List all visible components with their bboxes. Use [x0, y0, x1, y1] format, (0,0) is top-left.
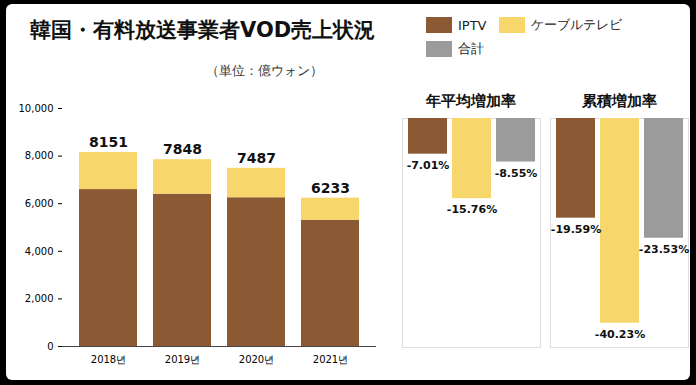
svg-text:-23.53%: -23.53%	[639, 243, 689, 256]
html-text:累積増加率: 累積増加率	[581, 92, 657, 110]
svg-text:10,000: 10,000	[19, 103, 54, 114]
html-text:（単位：億ウォン）: （単位：億ウォン）	[206, 63, 323, 78]
svg-text:8151: 8151	[89, 134, 128, 150]
svg-text:0: 0	[47, 341, 53, 352]
svg-text:7848: 7848	[163, 141, 202, 157]
svg-text:7487: 7487	[237, 150, 276, 166]
svg-text:8,000: 8,000	[25, 150, 54, 161]
svg-text:6,000: 6,000	[25, 198, 54, 209]
svg-text:6233: 6233	[311, 180, 350, 196]
svg-text:-7.01%: -7.01%	[407, 159, 450, 172]
html-text:韓国・有料放送事業者VOD売上状況: 韓国・有料放送事業者VOD売上状況	[30, 18, 376, 42]
svg-text:2,000: 2,000	[25, 293, 54, 304]
svg-text:2020년: 2020년	[239, 354, 274, 365]
svg-text:-8.55%: -8.55%	[495, 167, 538, 180]
html-text:IPTV: IPTV	[458, 17, 487, 33]
svg-text:2019년: 2019년	[165, 354, 200, 365]
svg-text:2018년: 2018년	[91, 354, 126, 365]
svg-text:-19.59%: -19.59%	[551, 223, 601, 236]
svg-text:-15.76%: -15.76%	[447, 203, 497, 216]
html-text:合計: 合計	[458, 41, 484, 56]
html-text:年平均増加率: 年平均増加率	[426, 92, 516, 110]
svg-text:4,000: 4,000	[25, 246, 54, 257]
svg-text:2021년: 2021년	[313, 354, 348, 365]
html-text:ケーブルテレビ: ケーブルテレビ	[530, 17, 622, 32]
svg-text:-40.23%: -40.23%	[595, 328, 645, 341]
